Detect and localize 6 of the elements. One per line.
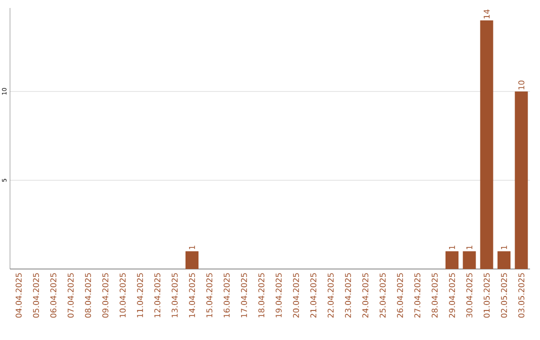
bar <box>462 251 476 269</box>
bar <box>514 91 528 269</box>
bar <box>446 251 459 269</box>
bar <box>498 251 511 269</box>
bar <box>186 251 198 269</box>
bar <box>480 20 494 269</box>
